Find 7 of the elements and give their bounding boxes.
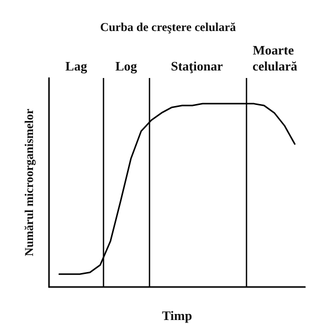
- chart-title: Curba de creştere celulară: [100, 20, 236, 34]
- x-axis-title: Timp: [162, 308, 192, 323]
- text: Lag: [65, 58, 88, 74]
- text: Moarte celulară: [252, 42, 298, 74]
- y-axis-title: Numărul microorganismelor: [22, 108, 36, 256]
- text: Staţionar: [170, 58, 224, 74]
- text: Log: [115, 58, 138, 74]
